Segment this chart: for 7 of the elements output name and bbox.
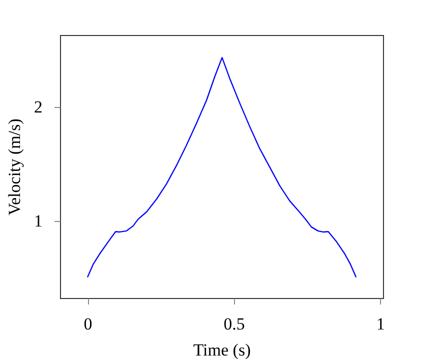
y-axis-title: Velocity (m/s) — [5, 118, 24, 216]
x-axis-title: Time (s) — [193, 340, 251, 360]
y-tick-label: 2 — [34, 97, 42, 116]
x-tick-label: 0.5 — [224, 314, 245, 334]
line-series — [86, 56, 357, 278]
x-tick-label: 0 — [84, 314, 92, 334]
x-tick-label: 1 — [376, 314, 385, 334]
